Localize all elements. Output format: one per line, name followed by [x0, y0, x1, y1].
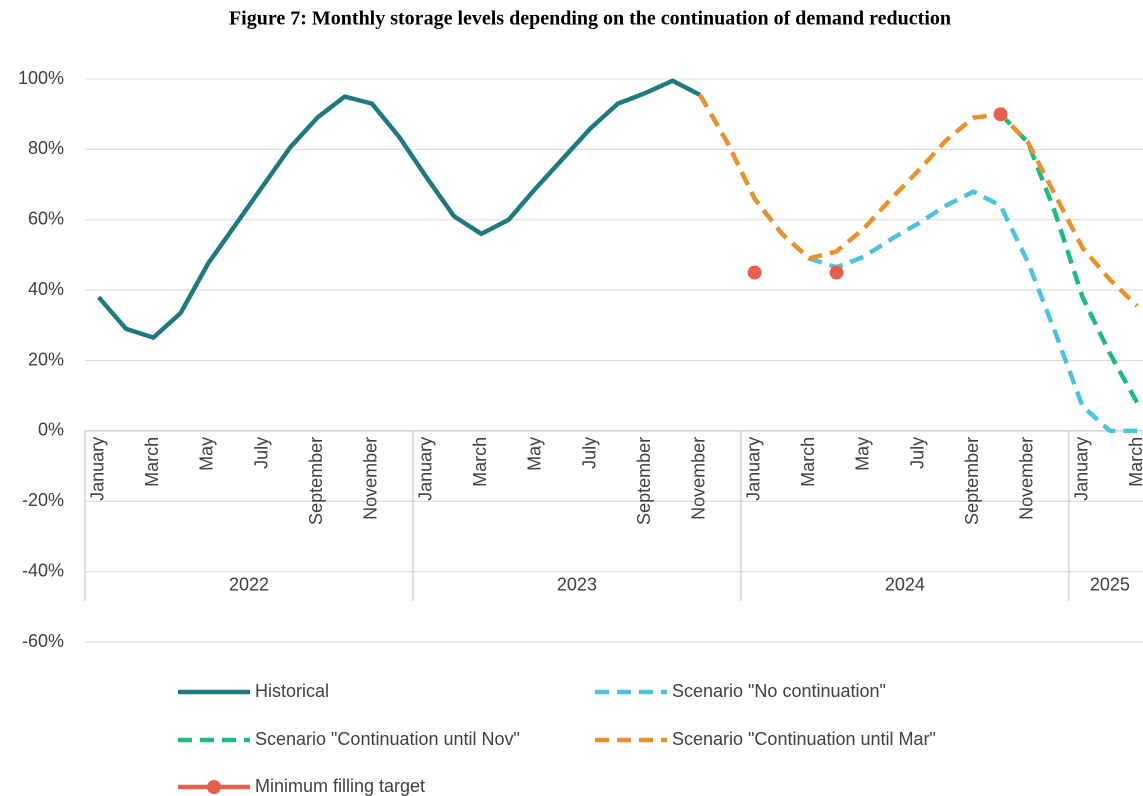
y-tick-label: 20% — [28, 349, 64, 369]
y-tick-label: 40% — [28, 279, 64, 299]
x-tick-label: May — [853, 437, 873, 471]
series-line — [998, 112, 1140, 404]
x-tick-label: January — [415, 437, 435, 501]
target-marker — [829, 265, 844, 280]
x-tick-label: September — [634, 437, 654, 525]
x-tick-label: March — [470, 437, 490, 487]
x-tick-label: January — [87, 437, 107, 501]
x-tick-label: May — [525, 437, 545, 471]
group-label: 2022 — [229, 575, 269, 595]
y-tick-label: -40% — [22, 560, 64, 580]
target-marker — [747, 265, 762, 280]
x-tick-label: July — [907, 437, 927, 469]
x-tick-label: September — [306, 437, 326, 525]
x-tick-label: July — [579, 437, 599, 469]
x-tick-label: March — [142, 437, 162, 487]
x-tick-label: September — [962, 437, 982, 525]
x-tick-label: November — [1017, 437, 1037, 520]
legend-label: Minimum filling target — [255, 776, 425, 796]
x-tick-label: November — [689, 437, 709, 520]
x-tick-label: July — [251, 437, 271, 469]
y-tick-label: -20% — [22, 490, 64, 510]
group-label: 2025 — [1090, 575, 1130, 595]
legend-label: Scenario "No continuation" — [672, 681, 886, 701]
y-tick-label: 60% — [28, 209, 64, 229]
y-tick-label: 0% — [38, 420, 64, 440]
x-tick-label: January — [743, 437, 763, 501]
group-label: 2024 — [885, 575, 925, 595]
chart-title: Figure 7: Monthly storage levels dependi… — [229, 8, 951, 30]
x-tick-label: May — [197, 437, 217, 471]
legend-marker — [207, 780, 221, 794]
x-tick-label: March — [798, 437, 818, 487]
x-tick-label: November — [361, 437, 381, 520]
legend-label: Scenario "Continuation until Mar" — [672, 729, 936, 749]
x-tick-label: March — [1126, 437, 1143, 487]
x-tick-label: January — [1071, 437, 1091, 501]
legend-label: Scenario "Continuation until Nov" — [255, 729, 520, 749]
series-line — [697, 93, 1139, 308]
y-tick-label: -60% — [22, 631, 64, 651]
y-tick-label: 80% — [28, 138, 64, 158]
series-line — [96, 78, 701, 340]
legend-label: Historical — [255, 681, 329, 701]
y-tick-label: 100% — [18, 68, 64, 88]
target-marker — [993, 107, 1008, 122]
series-line — [697, 93, 1138, 434]
group-label: 2023 — [557, 575, 597, 595]
